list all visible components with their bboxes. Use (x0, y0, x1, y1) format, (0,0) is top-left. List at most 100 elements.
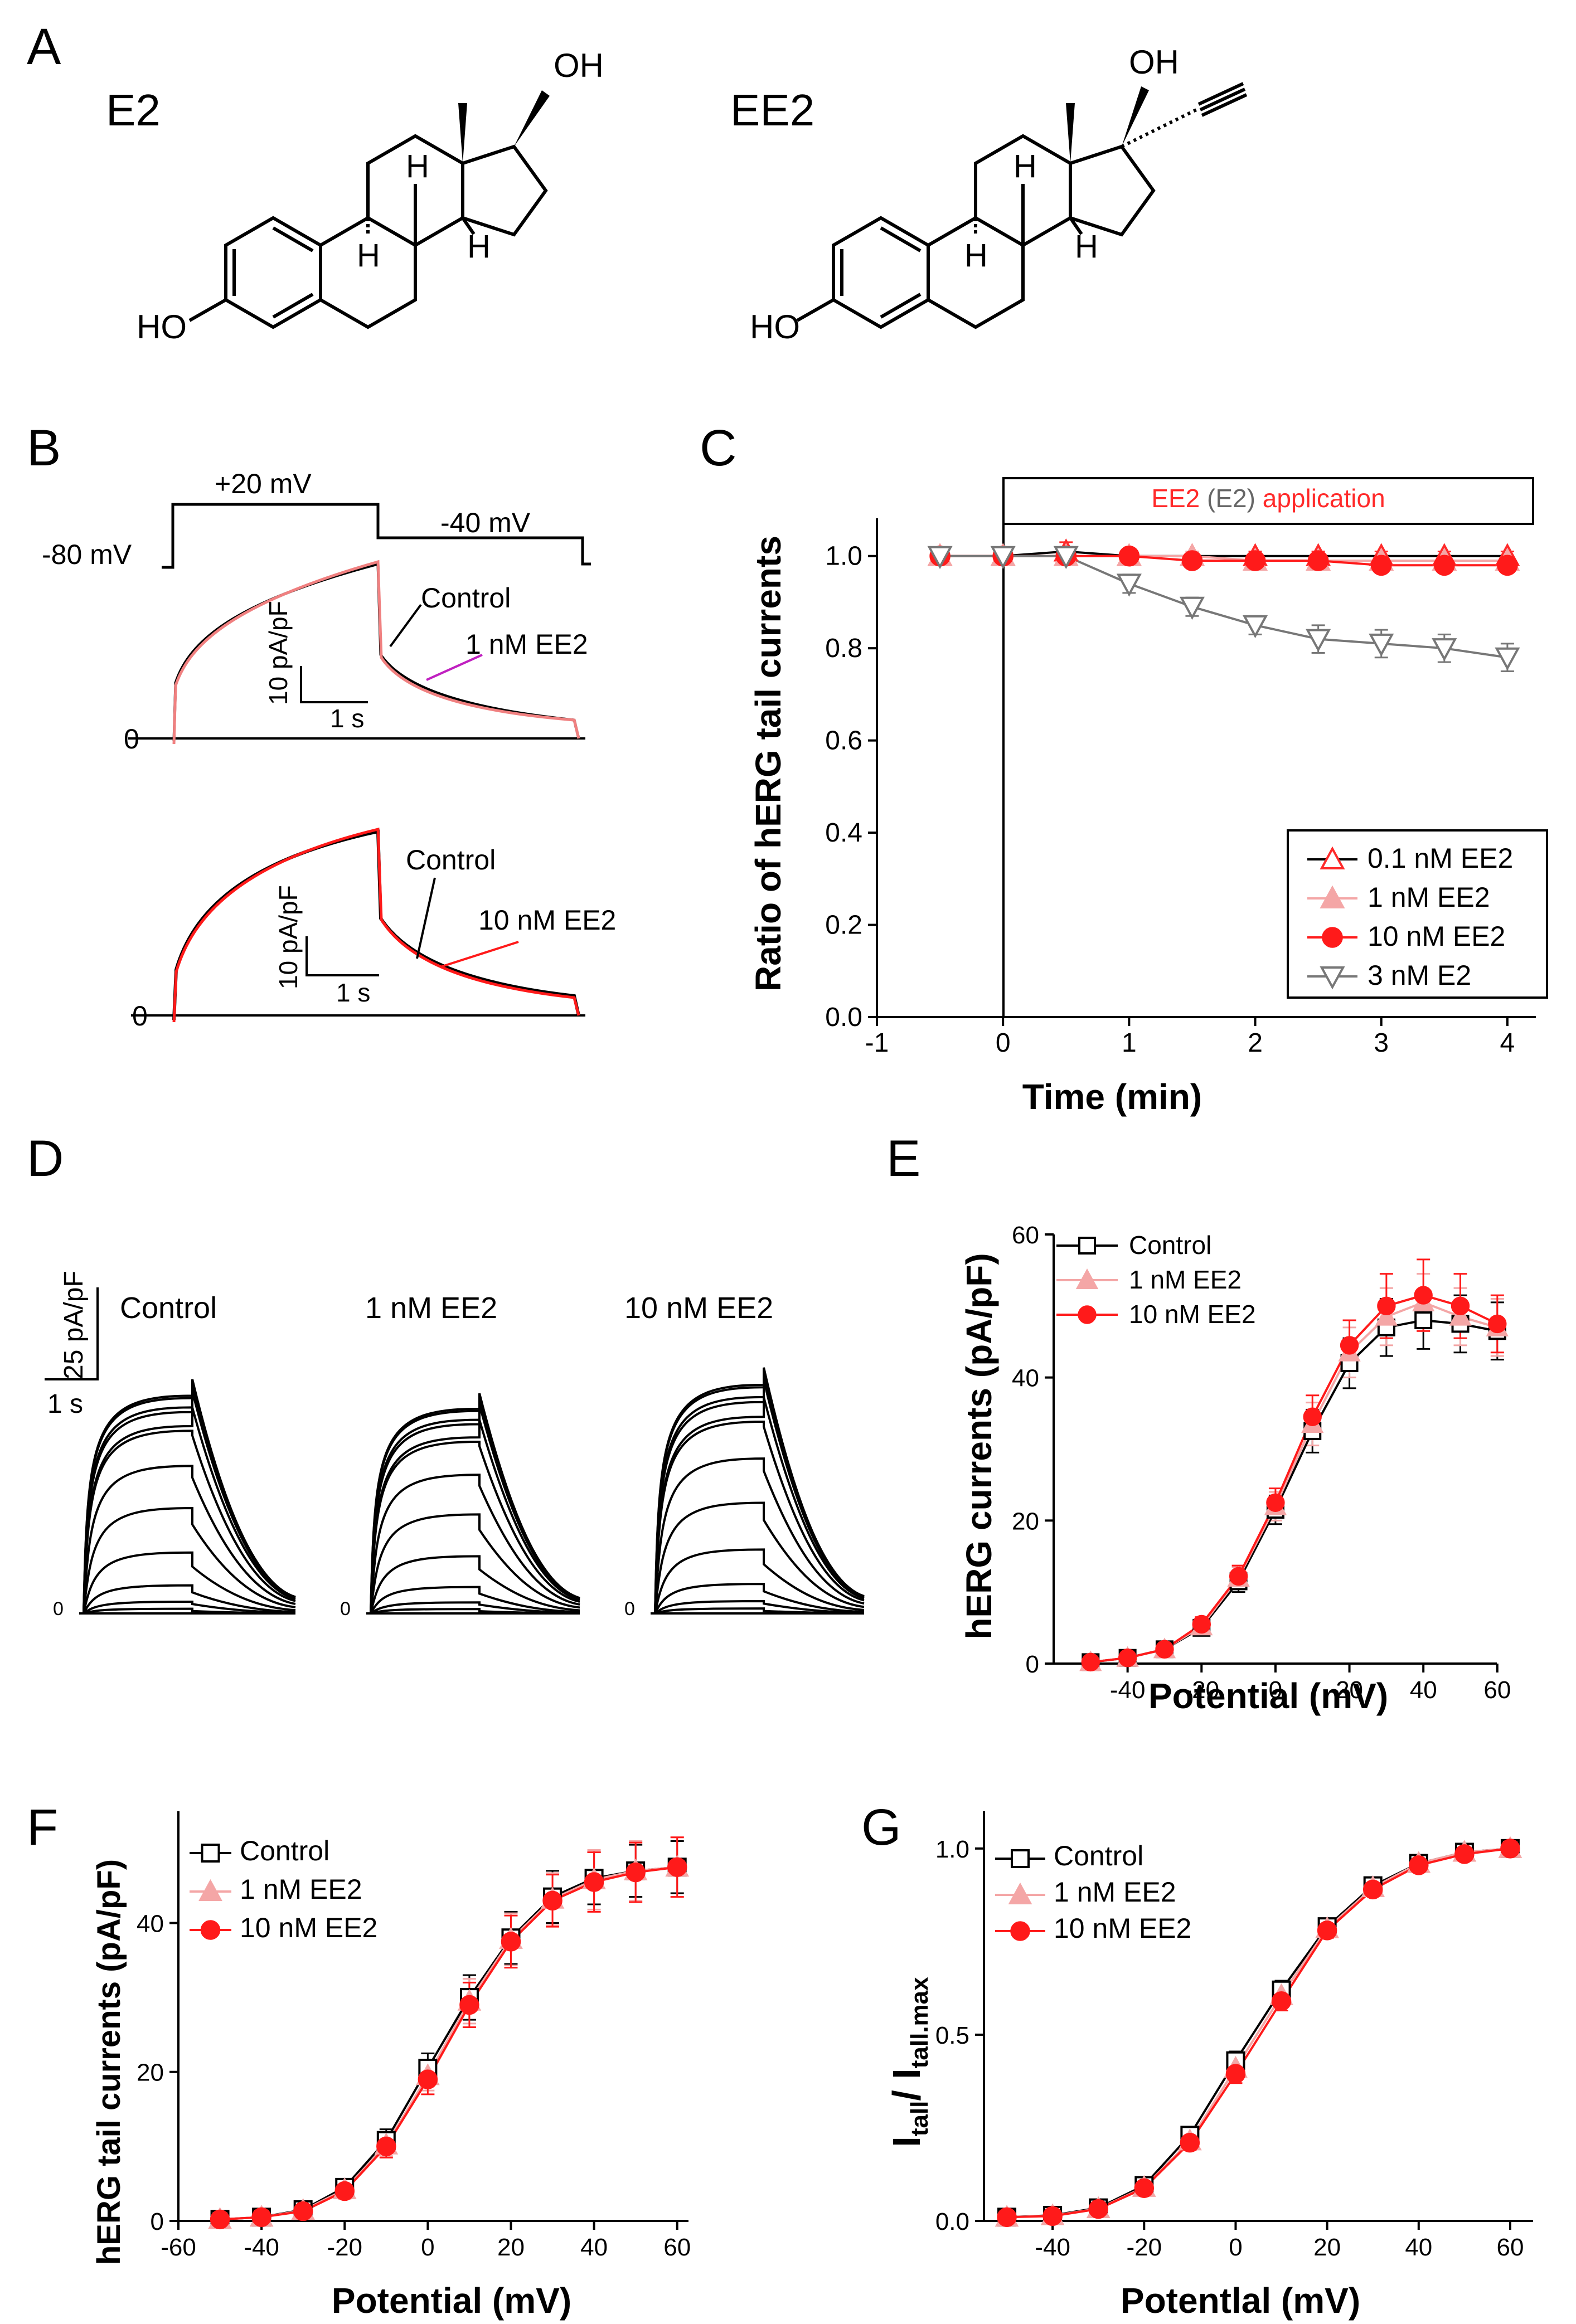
f-data-point (210, 2209, 230, 2230)
d-current-trace (654, 1548, 865, 1614)
g-x-tick-label: 40 (1405, 2234, 1432, 2261)
e2-methyl-wedge (458, 103, 467, 163)
f-x-tick-label: 40 (580, 2234, 608, 2261)
c-data-point (1434, 555, 1455, 576)
g-y-tick-label: 1.0 (935, 1836, 969, 1863)
protocol-hold-label: -80 mV (42, 539, 132, 570)
f-data-point (293, 2201, 313, 2221)
e-data-point (1229, 1567, 1248, 1586)
protocol-tail-label: -40 mV (440, 507, 531, 538)
e-x-tick-label: 40 (1410, 1676, 1437, 1704)
c-data-point (1244, 550, 1266, 571)
ee2-h-label-3: H (1075, 228, 1098, 265)
c-x-tick-label: -1 (865, 1028, 889, 1058)
d-current-trace (83, 1465, 296, 1614)
g-x-axis-label: Potentlal (mV) (1121, 2281, 1360, 2321)
e-y-tick-label: 60 (1012, 1222, 1039, 1249)
d-current-trace (370, 1513, 580, 1614)
c-markers (927, 538, 1520, 671)
e2-oh-wedge (514, 90, 550, 147)
d-title-1nm: 1 nM EE2 (365, 1291, 497, 1325)
c-legend-label-0: 0.1 nM EE2 (1368, 843, 1513, 874)
e-axes: -40 -20 0 20 40 60 0 20 40 60 (1012, 1222, 1511, 1704)
e-legend-label-0: Control (1129, 1231, 1211, 1260)
d-current-trace (370, 1586, 580, 1614)
e-y-tick-label: 40 (1012, 1365, 1039, 1392)
e-x-tick-label: 20 (1336, 1676, 1363, 1704)
ee2-label: EE2 (730, 85, 814, 135)
c-axes: -1 0 1 2 3 4 0.0 0.2 0.4 0.6 0.8 1.0 (825, 518, 1536, 1058)
d-current-trace (654, 1607, 865, 1615)
c-data-point (1179, 596, 1205, 620)
e-legend: Control 1 nM EE2 10 nM EE2 (1056, 1231, 1256, 1329)
panel-letter-a: A (27, 18, 61, 75)
e-legend-symbols (1056, 1237, 1118, 1324)
c-data-point (1497, 555, 1518, 576)
e-series-line-2 (1090, 1294, 1498, 1664)
g-data-point (1362, 1879, 1383, 1900)
c-data-point (1307, 550, 1329, 571)
f-legend-label-1: 1 nM EE2 (240, 1874, 362, 1905)
f-data-point (501, 1932, 521, 1952)
e-x-tick-label: 0 (1269, 1676, 1282, 1704)
e-data-point (1266, 1493, 1285, 1512)
b-bottom-drug-label: 10 nM EE2 (478, 905, 616, 936)
c-legend-symbols (1307, 846, 1357, 990)
b-top-drug-pointer (426, 654, 483, 681)
g-legend-marker-0 (1011, 1849, 1030, 1868)
d-current-trace (654, 1599, 865, 1615)
d-current-trace (654, 1501, 865, 1614)
f-data-point (251, 2207, 271, 2228)
f-x-tick-label: 60 (663, 2234, 691, 2261)
f-data-point (418, 2069, 438, 2089)
g-data-point (1180, 2132, 1200, 2153)
f-legend-marker-2 (200, 1920, 221, 1940)
c-x-tick-label: 0 (996, 1028, 1011, 1058)
e2-molecule-structure: E2 OH HO H H H (106, 47, 604, 346)
d-current-trace (370, 1474, 580, 1614)
e-x-tick-label: -40 (1110, 1676, 1146, 1704)
c-data-point (1370, 555, 1392, 576)
chart-g: G -40 -20 0 20 40 600.00.51.0 Potentlal (mV) … (861, 1799, 1533, 2321)
c-y-tick-label: 0.4 (825, 818, 862, 848)
f-axes: -60 -40 -20 0 20 40 60 0 20 40 (137, 1811, 691, 2261)
e-data-point (1449, 1305, 1472, 1326)
d-current-trace (654, 1583, 865, 1614)
f-x-tick-label: -40 (244, 2234, 279, 2261)
c-legend-label-1: 1 nM EE2 (1368, 882, 1490, 913)
g-legend-label-2: 10 nM EE2 (1054, 1913, 1191, 1944)
g-data-point (1088, 2199, 1108, 2219)
e2-ring-a (224, 216, 322, 329)
d-zero-label-2: 0 (340, 1598, 351, 1620)
d-zero-label-1: 0 (53, 1598, 64, 1620)
b-top-control-pointer (389, 604, 422, 648)
g-data-point (1500, 1839, 1520, 1859)
e-x-tick-label: -20 (1184, 1676, 1219, 1704)
d-current-trace (83, 1383, 296, 1614)
panel-d: D 25 pA/pF 1 s Control 1 nM EE2 10 nM EE… (27, 1130, 865, 1620)
f-y-axis-label: hERG tail currents (pA/pF) (91, 1859, 127, 2265)
f-data-point (667, 1857, 687, 1877)
c-data-point (1306, 629, 1331, 653)
f-x-tick-label: -20 (327, 2234, 362, 2261)
panel-letter-c: C (700, 420, 736, 477)
e-markers (1079, 1286, 1509, 1672)
d-current-trace (370, 1397, 580, 1614)
c-x-axis-label: Time (min) (1022, 1077, 1202, 1117)
b-top-scale-bar (300, 666, 368, 703)
c-legend-label-3: 3 nM E2 (1368, 960, 1471, 991)
e2-ring-d (462, 144, 548, 237)
f-legend: Control 1 nM EE2 10 nM EE2 (190, 1835, 377, 1943)
f-x-tick-label: 20 (497, 2234, 525, 2261)
c-legend-marker-1 (1320, 885, 1345, 908)
c-legend-marker-0 (1320, 846, 1345, 869)
c-legend: 0.1 nM EE2 1 nM EE2 10 nM EE2 3 nM E2 (1287, 829, 1548, 999)
e-y-axis-label: hERG currents (pA/pF) (959, 1253, 999, 1639)
e-x-axis-label: Potential (mV) (1148, 1676, 1388, 1716)
b-top-drug-label: 1 nM EE2 (465, 629, 588, 660)
ee2-oh-label: OH (1129, 43, 1179, 81)
panel-letter-e: E (886, 1130, 920, 1187)
e-legend-label-1: 1 nM EE2 (1129, 1265, 1242, 1294)
g-legend: Control 1 nM EE2 10 nM EE2 (995, 1840, 1191, 1944)
b-bottom-scale-y: 10 pA/pF (274, 885, 303, 989)
